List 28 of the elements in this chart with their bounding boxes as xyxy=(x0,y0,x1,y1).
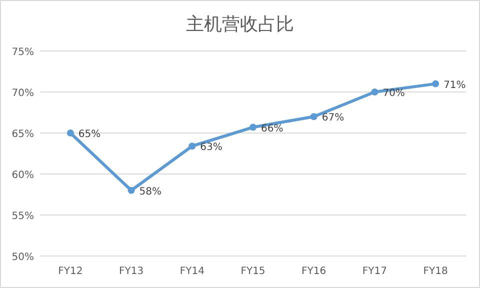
x-tick-label: FY17 xyxy=(362,266,388,277)
data-label: 67% xyxy=(322,112,344,124)
x-tick-label: FY18 xyxy=(423,266,448,277)
point xyxy=(371,88,378,96)
data-label: 58% xyxy=(139,186,162,198)
point xyxy=(432,80,440,88)
y-tick-label: 70% xyxy=(12,88,34,99)
y-tick-label: 55% xyxy=(12,211,34,222)
x-tick-label: FY15 xyxy=(240,266,266,277)
x-tick-label: FY16 xyxy=(302,266,326,277)
x-tick-label: FY13 xyxy=(118,266,144,277)
point xyxy=(188,142,196,150)
data-label: 70% xyxy=(382,88,405,99)
point xyxy=(66,130,74,136)
point xyxy=(310,113,318,120)
point xyxy=(128,186,135,194)
y-tick-label: 65% xyxy=(12,129,34,140)
data-label: 71% xyxy=(444,80,466,91)
data-label: 63% xyxy=(200,142,222,154)
point xyxy=(250,124,256,131)
data-label: 65% xyxy=(78,129,101,140)
y-tick-label: 60% xyxy=(12,170,34,181)
chart-title: 主机营收占比 xyxy=(186,14,294,35)
x-tick-label: FY12 xyxy=(58,266,83,277)
x-tick-label: FY14 xyxy=(180,266,204,277)
y-tick-label: 50% xyxy=(12,252,34,263)
data-label: 66% xyxy=(261,123,284,134)
y-tick-label: 75% xyxy=(12,47,34,58)
